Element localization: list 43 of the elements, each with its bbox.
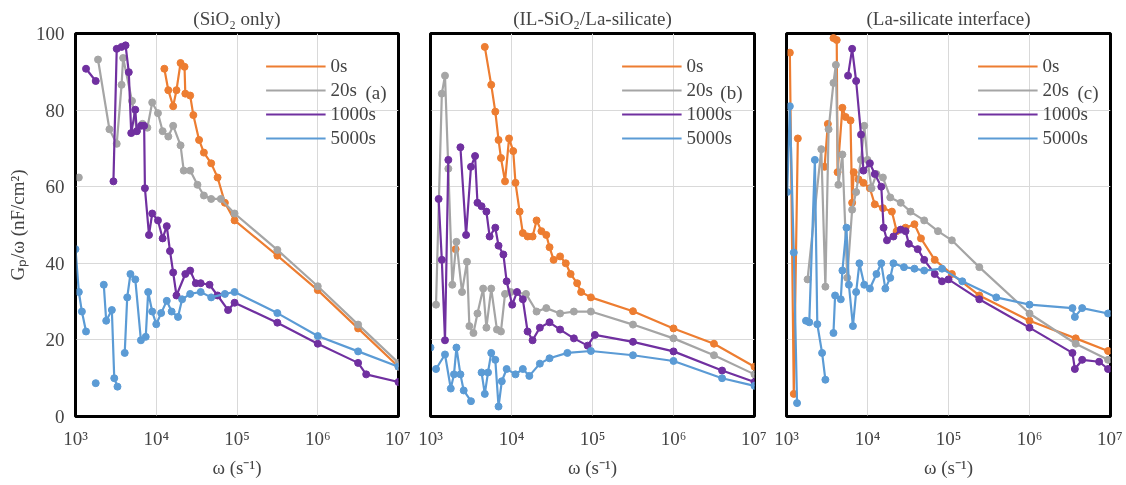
y-tick-label: 40	[45, 252, 65, 274]
y-tick-label: 0	[55, 406, 65, 427]
legend-label: 1000s	[330, 103, 376, 125]
annotation: (a)	[365, 81, 387, 104]
legend-label: 0s	[686, 55, 705, 77]
legend-label: 1000s	[1042, 103, 1088, 125]
legend-label: 20s	[1042, 79, 1069, 101]
legend-label: 1000s	[686, 103, 732, 125]
legend-label: 5000s	[686, 127, 732, 149]
x-tick-label: 10⁶	[1016, 427, 1043, 449]
legend-label: 0s	[330, 55, 349, 77]
x-tick-label: 10⁴	[854, 427, 881, 449]
y-tick-label: 100	[36, 23, 65, 44]
x-axis-title: ω (s⁻¹)	[568, 456, 618, 479]
chart-title: (La-silicate interface)	[866, 7, 1031, 30]
x-tick-label: 10⁴	[143, 427, 170, 449]
legend-label: 5000s	[330, 127, 376, 149]
x-tick-label: 10⁷	[740, 427, 767, 449]
x-tick-label: 10⁷	[1096, 427, 1123, 449]
y-tick-label: 80	[45, 99, 65, 121]
x-axis-title: ω (s⁻¹)	[212, 456, 262, 479]
x-tick-label: 10⁵	[935, 427, 962, 449]
legend-label: 20s	[686, 79, 713, 101]
x-tick-label: 10⁵	[224, 427, 250, 449]
legend-label: 20s	[330, 79, 357, 101]
x-tick-label: 10⁵	[579, 427, 606, 449]
chart-title: (SiO₂ only)	[193, 7, 281, 30]
y-tick-label: 20	[45, 329, 65, 351]
x-tick-label: 10³	[63, 427, 89, 449]
annotation: (b)	[720, 81, 743, 104]
y-tick-label: 60	[45, 176, 65, 198]
legend-label: 5000s	[1042, 127, 1088, 149]
x-tick-label: 10⁶	[304, 427, 331, 449]
y-axis-title: Gₚ/ω (nF/cm²)	[7, 169, 29, 281]
legend-label: 0s	[1042, 55, 1061, 77]
x-tick-label: 10³	[418, 427, 444, 449]
x-tick-label: 10⁴	[498, 427, 525, 449]
chart-title: (IL-SiO₂/La-silicate)	[513, 7, 672, 30]
x-tick-label: 10³	[774, 427, 800, 449]
annotation: (c)	[1077, 81, 1099, 104]
x-tick-label: 10⁶	[660, 427, 687, 449]
x-tick-label: 10⁷	[384, 427, 411, 449]
x-axis-title: ω (s⁻¹)	[924, 456, 974, 479]
